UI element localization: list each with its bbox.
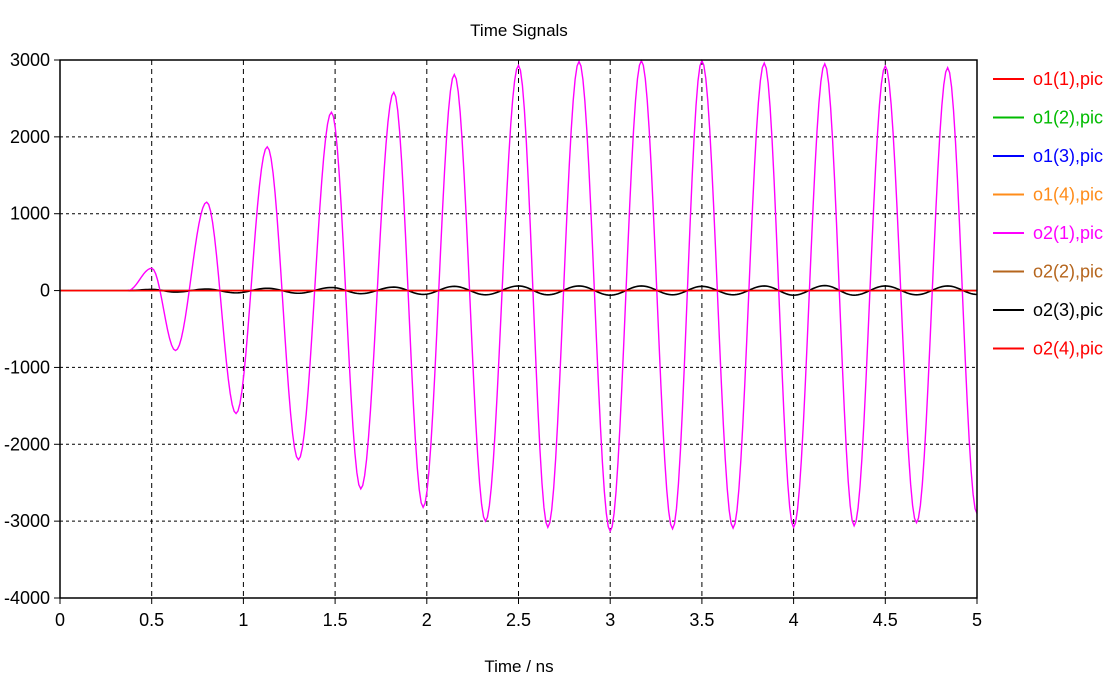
- x-tick-label: 0.5: [139, 610, 164, 630]
- x-tick-label: 5: [972, 610, 982, 630]
- legend-label: o2(1),pic: [1033, 223, 1103, 243]
- plot-frame: [59, 59, 978, 599]
- y-tick-label: -3000: [4, 511, 50, 531]
- legend-label: o1(1),pic: [1033, 69, 1103, 89]
- legend: o1(1),pic o1(2),pic o1(3),pic o1(4),pic o2(1…: [993, 69, 1103, 359]
- y-axis-ticks: 3000 2000 1000 0 -1000 -2000 -3000 -4000: [4, 50, 60, 608]
- y-tick-label: -2000: [4, 434, 50, 454]
- x-axis-ticks: 0 0.5 1 1.5 2 2.5 3 3.5 4 4.5 5: [55, 598, 982, 630]
- x-tick-label: 1: [238, 610, 248, 630]
- y-tick-label: 1000: [10, 204, 50, 224]
- legend-label: o2(3),pic: [1033, 300, 1103, 320]
- series-lines: [60, 58, 978, 533]
- legend-label: o2(4),pic: [1033, 339, 1103, 359]
- y-tick-label: -1000: [4, 357, 50, 377]
- y-tick-label: 2000: [10, 127, 50, 147]
- legend-label: o1(4),pic: [1033, 185, 1103, 205]
- x-tick-label: 1.5: [323, 610, 348, 630]
- grid-lines: [60, 60, 977, 598]
- legend-label: o1(3),pic: [1033, 146, 1103, 166]
- x-tick-label: 0: [55, 610, 65, 630]
- x-tick-label: 4.5: [873, 610, 898, 630]
- x-axis-title: Time / ns: [484, 657, 553, 676]
- x-tick-label: 3.5: [689, 610, 714, 630]
- x-tick-label: 3: [605, 610, 615, 630]
- y-tick-label: -4000: [4, 588, 50, 608]
- legend-label: o1(2),pic: [1033, 108, 1103, 128]
- x-tick-label: 2: [422, 610, 432, 630]
- x-tick-label: 4: [789, 610, 799, 630]
- y-tick-label: 0: [40, 281, 50, 301]
- chart-title: Time Signals: [470, 21, 568, 40]
- series-line-4: [127, 58, 978, 533]
- y-tick-label: 3000: [10, 50, 50, 70]
- x-tick-label: 2.5: [506, 610, 531, 630]
- legend-label: o2(2),pic: [1033, 262, 1103, 282]
- series-line-6: [127, 284, 978, 296]
